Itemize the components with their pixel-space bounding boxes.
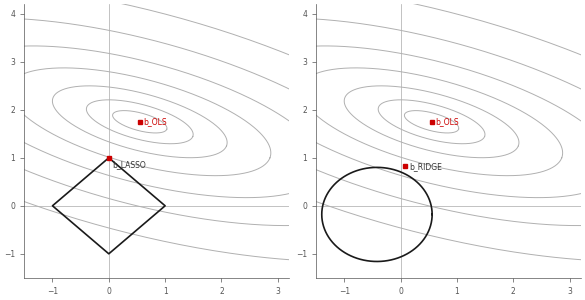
Text: b_LASSO: b_LASSO bbox=[113, 160, 146, 169]
Text: b_OLS: b_OLS bbox=[144, 117, 167, 126]
Text: b_RIDGE: b_RIDGE bbox=[409, 162, 442, 171]
Text: b_OLS: b_OLS bbox=[435, 117, 459, 126]
